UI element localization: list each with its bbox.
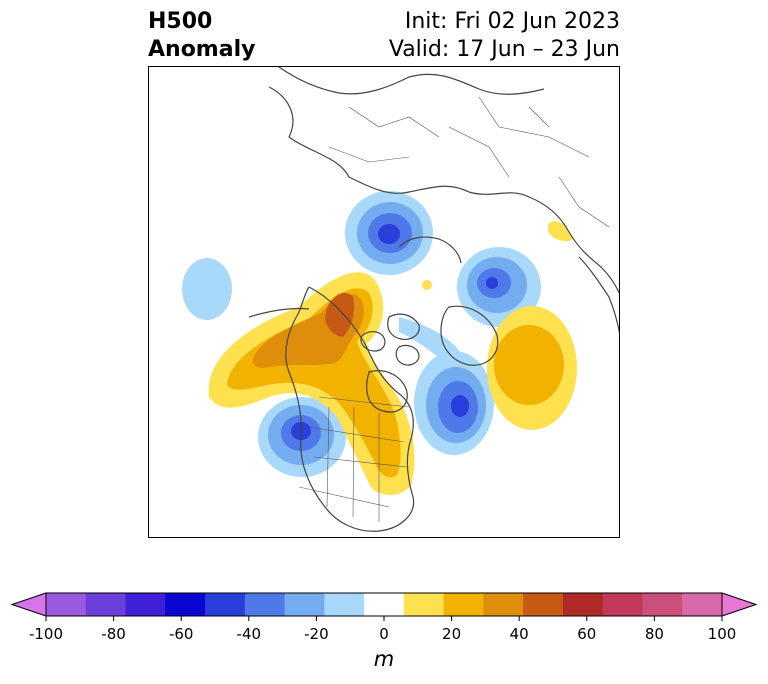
colorbar-tick-label: -60 [168, 625, 194, 643]
colorbar-tick-label: -40 [236, 625, 262, 643]
colorbar-swatch [324, 593, 365, 616]
colorbar-tick-label: 60 [577, 625, 597, 643]
colorbar-swatch [602, 593, 643, 616]
anomaly-map [182, 67, 619, 532]
colorbar-swatch [364, 593, 405, 616]
colorbar-tick-label: 20 [442, 625, 462, 643]
borders [298, 96, 610, 522]
colorbar-tick-label: 40 [509, 625, 529, 643]
colorbar-swatch [165, 593, 206, 616]
coastlines [248, 67, 619, 532]
units-label: m [373, 647, 395, 671]
colorbar-tick-label: 80 [644, 625, 664, 643]
init-date: Init: Fri 02 Jun 2023 [404, 9, 620, 34]
variable-title: H500 [148, 9, 213, 34]
title-left: H500 Anomaly [148, 8, 255, 64]
colorbar-tick-label: 100 [707, 625, 737, 643]
colorbar-tick-label: -100 [28, 625, 64, 643]
colorbar-swatch [443, 593, 484, 616]
colorbar-swatch [244, 593, 286, 616]
colorbar: -100 -80 -60 -40 -20 0 20 40 60 80 100 m [0, 585, 768, 680]
colorbar-swatch [125, 593, 166, 616]
colorbar-swatch [46, 593, 87, 616]
colorbar-tick-label: 0 [379, 625, 389, 643]
colorbar-tick-label: -20 [304, 625, 329, 643]
colorbar-swatch [682, 593, 723, 616]
colorbar-swatches [10, 592, 758, 621]
colorbar-extend-high [721, 592, 758, 617]
valid-range: Valid: 17 Jun – 23 Jun [388, 37, 620, 62]
field-title: Anomaly [148, 37, 256, 62]
colorbar-extend-low [10, 592, 47, 617]
colorbar-swatch [403, 593, 445, 616]
colorbar-swatch [85, 593, 127, 616]
title-right: Init: Fri 02 Jun 2023 Valid: 17 Jun – 23… [389, 8, 620, 64]
colorbar-swatch [523, 593, 564, 616]
positive-anomaly-shading [208, 221, 577, 495]
map-panel [148, 66, 620, 538]
colorbar-swatch [483, 593, 524, 616]
colorbar-swatch [642, 593, 683, 616]
colorbar-swatch [205, 593, 246, 616]
colorbar-tick-label: -80 [101, 625, 126, 643]
colorbar-swatch [284, 593, 325, 616]
colorbar-swatch [562, 593, 604, 616]
